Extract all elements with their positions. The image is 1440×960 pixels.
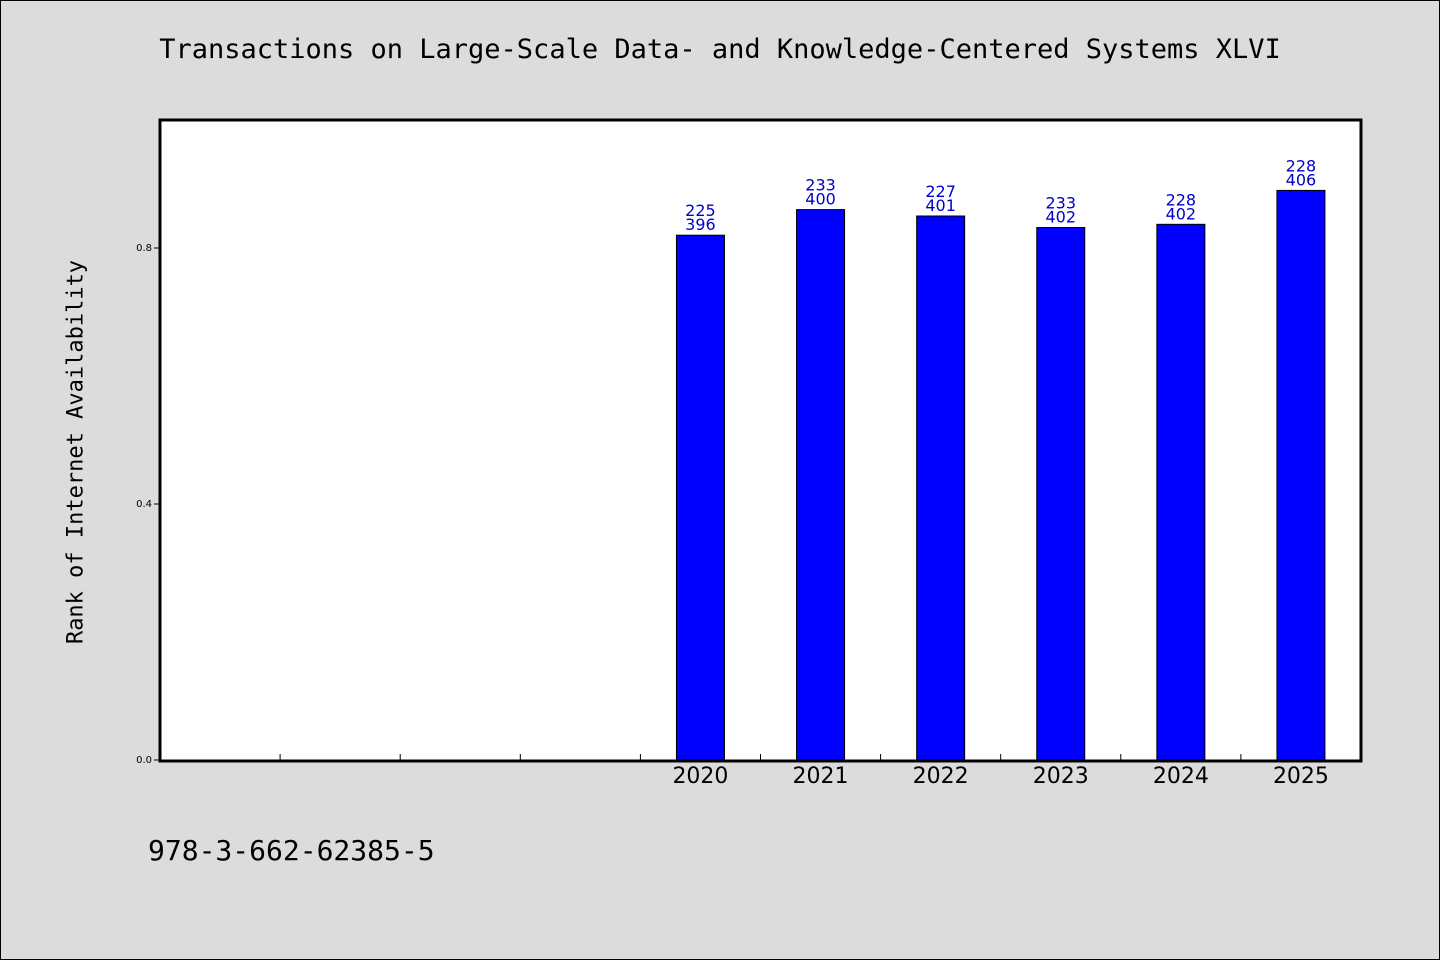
bar-label-top: 228 <box>1286 156 1317 175</box>
bar <box>916 215 966 761</box>
bar-label-bottom: 402 <box>1166 204 1197 223</box>
bar-label-bottom: 406 <box>1286 170 1317 189</box>
bar-label-bottom: 396 <box>685 215 716 234</box>
bar <box>796 209 846 761</box>
x-axis: 2020 2021 2022 2023 2024 2025 <box>279 754 1329 789</box>
bar-label-top: 233 <box>1045 194 1076 213</box>
bar-label-bottom: 401 <box>925 196 956 215</box>
x-tick-label: 2025 <box>1273 764 1329 789</box>
bar-label-top: 228 <box>1166 190 1197 209</box>
bar-label-bottom: 400 <box>805 190 836 209</box>
y-axis: 0.0 0.4 0.8 <box>136 243 160 766</box>
y-tick-label: 0.8 <box>136 243 152 254</box>
bar <box>1156 223 1206 761</box>
x-tick-label: 2023 <box>1033 764 1089 789</box>
x-tick-label: 2021 <box>793 764 849 789</box>
bar-label-top: 225 <box>685 201 716 220</box>
bar-label-top: 227 <box>925 182 956 201</box>
bar-series <box>675 189 1326 761</box>
chart-title: Transactions on Large-Scale Data- and Kn… <box>159 34 1281 65</box>
isbn-text: 978-3-662-62385-5 <box>148 834 435 867</box>
bar <box>1036 227 1086 761</box>
bar-label-bottom: 402 <box>1045 208 1076 227</box>
y-tick-label: 0.0 <box>136 755 152 766</box>
bar <box>675 234 725 761</box>
x-tick-label: 2024 <box>1153 764 1209 789</box>
x-tick-label: 2020 <box>672 764 728 789</box>
bar <box>1276 189 1326 761</box>
bar-label-top: 233 <box>805 176 836 195</box>
y-tick-label: 0.4 <box>136 499 152 510</box>
x-tick-label: 2022 <box>913 764 969 789</box>
